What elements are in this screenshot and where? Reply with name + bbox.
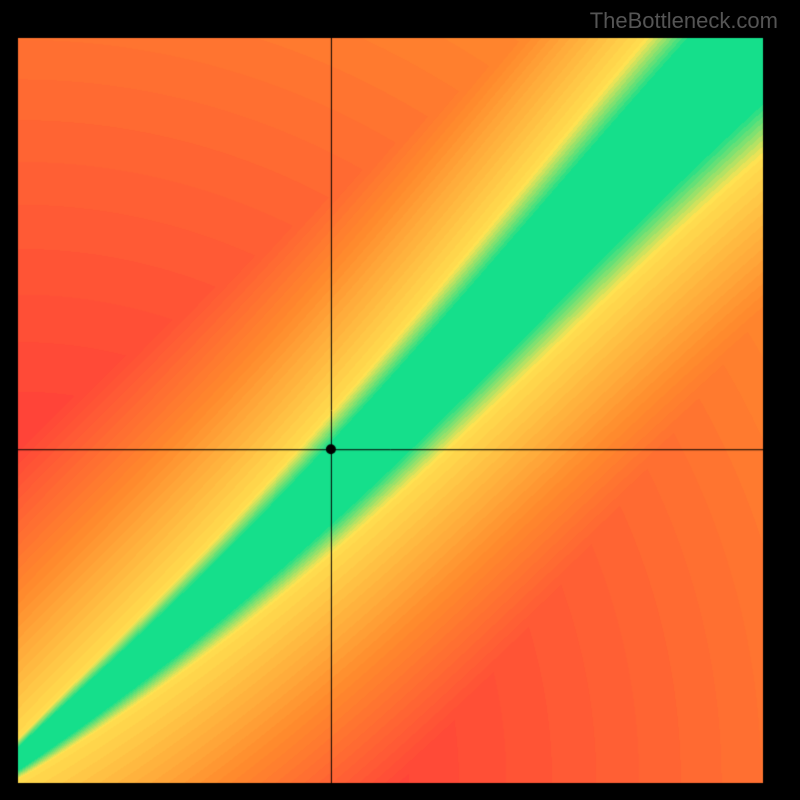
watermark-text: TheBottleneck.com <box>590 8 778 34</box>
chart-container: TheBottleneck.com <box>0 0 800 800</box>
bottleneck-heatmap <box>0 0 800 800</box>
